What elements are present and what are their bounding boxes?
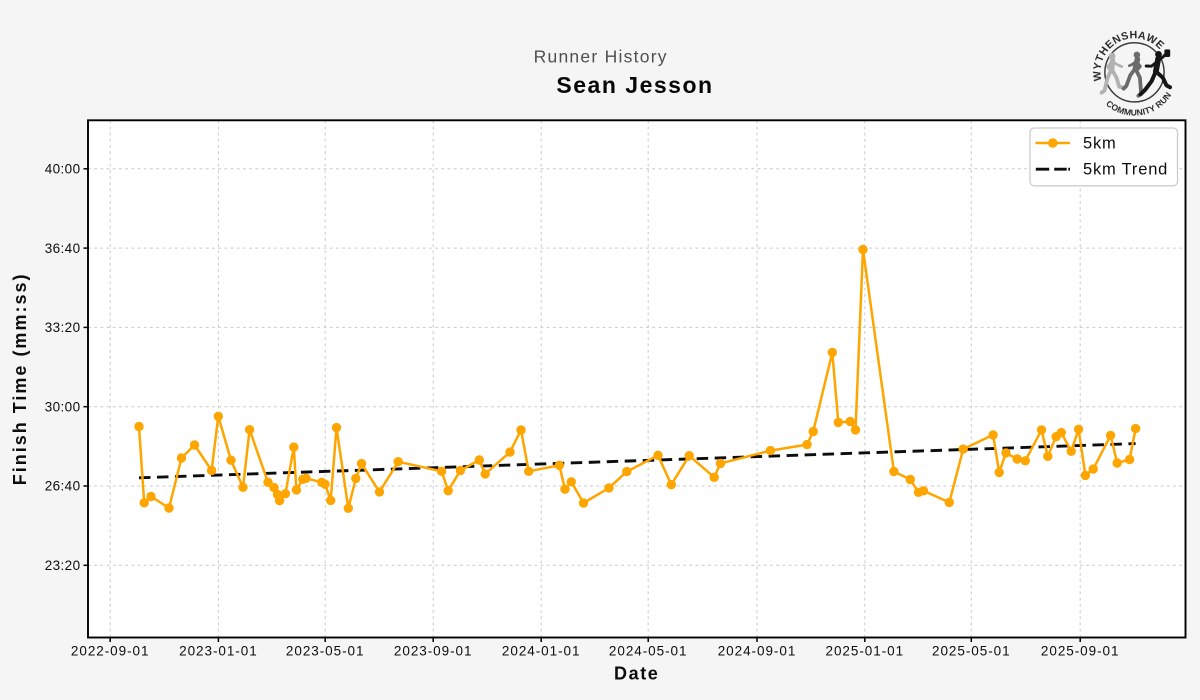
svg-text:2025-09-01: 2025-09-01 — [1041, 644, 1120, 659]
svg-text:Runner History: Runner History — [534, 47, 668, 67]
svg-text:A: A — [1137, 29, 1147, 42]
svg-text:H: H — [1129, 29, 1137, 41]
svg-text:M: M — [1123, 106, 1132, 117]
svg-text:26:40: 26:40 — [45, 479, 81, 494]
svg-text:I: I — [1141, 106, 1146, 116]
svg-text:2022-09-01: 2022-09-01 — [71, 644, 150, 659]
svg-text:23:20: 23:20 — [45, 558, 81, 573]
svg-text:2024-09-01: 2024-09-01 — [718, 644, 797, 659]
svg-text:T: T — [1143, 105, 1152, 116]
svg-text:5km Trend: 5km Trend — [1083, 161, 1168, 179]
svg-text:2024-01-01: 2024-01-01 — [502, 644, 581, 659]
svg-text:2023-01-01: 2023-01-01 — [179, 644, 258, 659]
svg-text:T: T — [1093, 53, 1107, 64]
svg-text:2023-09-01: 2023-09-01 — [394, 644, 473, 659]
svg-text:40:00: 40:00 — [45, 162, 81, 177]
svg-text:Y: Y — [1092, 62, 1105, 71]
svg-text:2023-05-01: 2023-05-01 — [286, 644, 365, 659]
svg-text:30:00: 30:00 — [45, 399, 81, 414]
svg-text:O: O — [1110, 102, 1121, 114]
svg-text:2024-05-01: 2024-05-01 — [609, 644, 688, 659]
svg-text:Y: Y — [1147, 103, 1157, 115]
svg-text:W: W — [1091, 70, 1104, 82]
svg-text:U: U — [1158, 95, 1170, 106]
svg-text:R: R — [1154, 98, 1166, 110]
svg-text:S: S — [1120, 30, 1130, 43]
svg-text:33:20: 33:20 — [45, 320, 81, 335]
svg-text:Finish Time (mm:ss): Finish Time (mm:ss) — [10, 273, 30, 486]
svg-text:N: N — [1161, 90, 1173, 101]
svg-text:36:40: 36:40 — [45, 241, 81, 256]
svg-text:2025-01-01: 2025-01-01 — [826, 644, 905, 659]
svg-text:U: U — [1131, 108, 1137, 118]
svg-text:Date: Date — [614, 664, 659, 684]
svg-text:M: M — [1116, 104, 1126, 116]
svg-text:Sean Jesson: Sean Jesson — [556, 72, 713, 98]
svg-text:C: C — [1104, 98, 1115, 110]
svg-text:2025-05-01: 2025-05-01 — [932, 644, 1011, 659]
svg-text:5km: 5km — [1083, 135, 1117, 153]
svg-text:N: N — [1136, 107, 1143, 118]
